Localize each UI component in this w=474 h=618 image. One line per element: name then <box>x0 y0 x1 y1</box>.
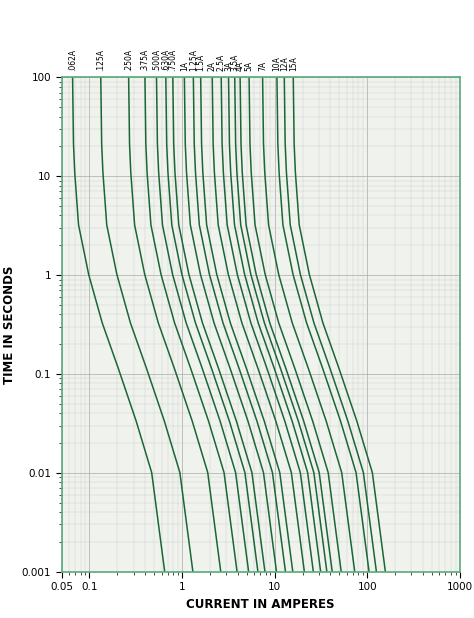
Text: 1A: 1A <box>180 61 189 71</box>
Text: 1.25A: 1.25A <box>189 49 198 71</box>
Text: Average Time Current Curves: Average Time Current Curves <box>7 13 305 32</box>
Text: 3.5A: 3.5A <box>230 54 239 71</box>
Text: 10A: 10A <box>273 56 282 71</box>
X-axis label: CURRENT IN AMPERES: CURRENT IN AMPERES <box>186 598 335 611</box>
Text: 4A: 4A <box>236 61 245 71</box>
Text: 2.5A: 2.5A <box>217 54 226 71</box>
Text: 1.5A: 1.5A <box>196 54 205 71</box>
Text: .125A: .125A <box>96 49 105 71</box>
Text: 7A: 7A <box>258 61 267 71</box>
Text: .375A: .375A <box>140 49 149 71</box>
Text: .500A: .500A <box>152 49 161 71</box>
Text: .630A: .630A <box>161 49 170 71</box>
Text: 2A: 2A <box>208 61 217 71</box>
Text: 5A: 5A <box>245 61 254 71</box>
Text: 15A: 15A <box>289 56 298 71</box>
Text: .250A: .250A <box>124 49 133 71</box>
Text: 3A: 3A <box>224 61 233 71</box>
Text: .062A: .062A <box>68 49 77 71</box>
Text: 12A: 12A <box>280 56 289 71</box>
Text: .750A: .750A <box>168 49 177 71</box>
Y-axis label: TIME IN SECONDS: TIME IN SECONDS <box>3 265 16 384</box>
